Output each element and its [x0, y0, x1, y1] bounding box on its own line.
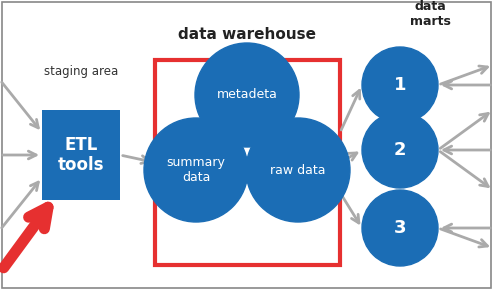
Text: summary
data: summary data — [167, 156, 225, 184]
Circle shape — [362, 112, 438, 188]
FancyBboxPatch shape — [42, 110, 120, 200]
Circle shape — [195, 43, 299, 147]
Circle shape — [362, 190, 438, 266]
Text: metadeta: metadeta — [216, 88, 278, 102]
Text: data warehouse: data warehouse — [178, 27, 316, 42]
Text: 1: 1 — [394, 76, 406, 94]
Circle shape — [246, 118, 350, 222]
Text: 2: 2 — [394, 141, 406, 159]
Text: ETL
tools: ETL tools — [58, 136, 104, 174]
Circle shape — [362, 47, 438, 123]
Text: staging area: staging area — [44, 65, 118, 78]
Circle shape — [144, 118, 248, 222]
Text: data
marts: data marts — [410, 0, 451, 28]
Text: 3: 3 — [394, 219, 406, 237]
Text: raw data: raw data — [270, 164, 326, 177]
